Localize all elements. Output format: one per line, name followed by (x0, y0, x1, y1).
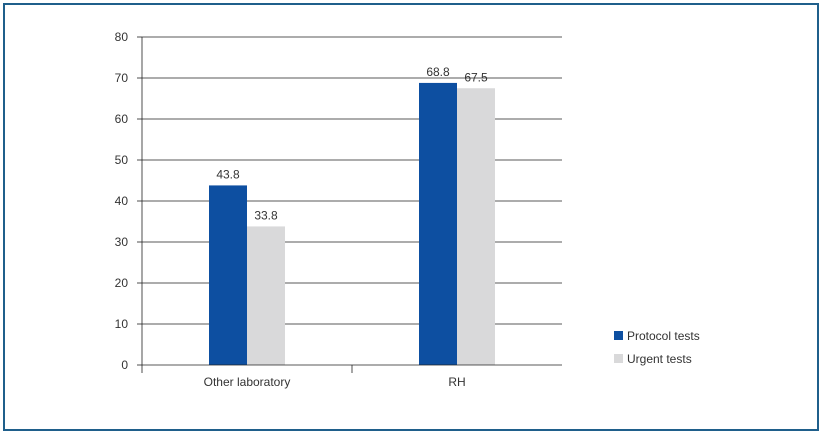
y-tick-label: 30 (115, 235, 129, 249)
data-label: 33.8 (254, 208, 278, 222)
bar (419, 83, 457, 365)
data-label: 43.8 (216, 167, 240, 181)
y-tick-label: 10 (115, 317, 129, 331)
legend-swatch (614, 331, 623, 340)
y-axis: 0 10 20 30 40 50 60 70 80 (115, 30, 142, 373)
data-label: 68.8 (426, 65, 450, 79)
legend-label: Urgent tests (627, 352, 692, 366)
legend: Protocol tests Urgent tests (614, 329, 700, 366)
bars: 43.8 33.8 68.8 67.5 (209, 65, 495, 365)
legend-label: Protocol tests (627, 329, 700, 343)
y-tick-label: 80 (115, 30, 129, 44)
y-tick-label: 0 (121, 358, 128, 372)
gridlines (142, 37, 562, 324)
y-tick-label: 50 (115, 153, 129, 167)
bar (209, 185, 247, 365)
bar (457, 88, 495, 365)
legend-swatch (614, 354, 623, 363)
data-label: 67.5 (464, 70, 488, 84)
y-tick-label: 70 (115, 71, 129, 85)
x-tick-label: RH (448, 375, 465, 389)
y-tick-label: 60 (115, 112, 129, 126)
x-axis: Other laboratory RH (142, 365, 562, 389)
bar (247, 226, 285, 365)
x-tick-label: Other laboratory (204, 375, 291, 389)
y-tick-label: 20 (115, 276, 129, 290)
y-tick-label: 40 (115, 194, 129, 208)
